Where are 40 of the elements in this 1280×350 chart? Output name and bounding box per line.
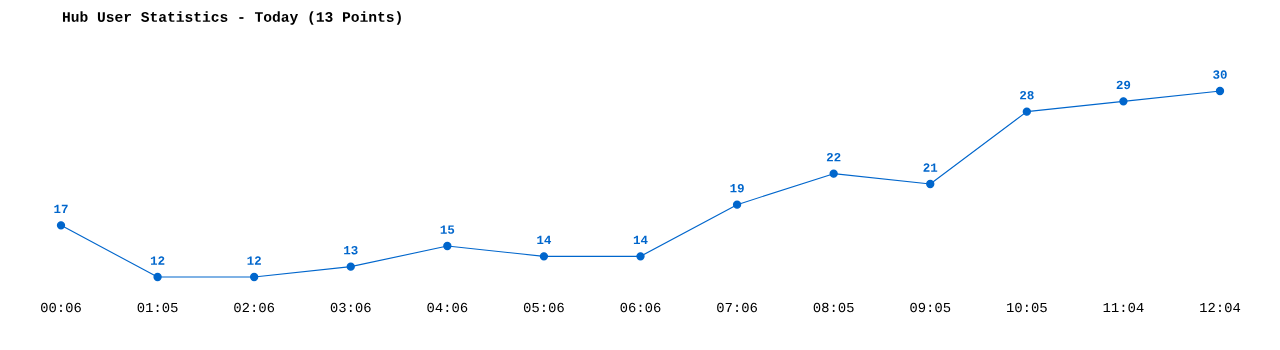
x-tick-label: 04:06: [427, 302, 468, 313]
point: [1119, 97, 1128, 106]
data-label: 30: [1213, 70, 1227, 79]
x-tick-label: 00:06: [41, 302, 81, 313]
data-label: 13: [344, 245, 358, 255]
data-label: 29: [1116, 80, 1131, 90]
point: [1215, 86, 1225, 96]
data-label: 21: [923, 163, 938, 172]
x-tick-label: 09:05: [910, 302, 951, 313]
point: [829, 169, 838, 178]
x-tick-label: 03:06: [330, 302, 371, 313]
point: [56, 221, 66, 230]
point: [153, 272, 162, 282]
point: [926, 179, 935, 189]
x-tick-label: 07:06: [717, 302, 758, 313]
data-label: 22: [826, 152, 841, 162]
data-label: 12: [150, 256, 165, 265]
data-label: 28: [1020, 90, 1034, 100]
point: [443, 241, 452, 251]
x-tick-label: 12:04: [1200, 302, 1241, 313]
x-tick-label: 05:06: [523, 302, 564, 313]
data-label: 15: [440, 225, 455, 234]
x-tick-label: 10:05: [1007, 302, 1047, 313]
x-tick-label: 02:06: [234, 302, 275, 313]
chart-title: Hub User Statistics - Today (13 Points): [62, 11, 401, 25]
point: [346, 262, 355, 271]
data-label: 17: [54, 204, 68, 214]
point: [249, 272, 259, 282]
x-tick-label: 01:05: [137, 302, 178, 313]
data-label: 14: [537, 235, 552, 245]
x-tick-label: 11:04: [1103, 302, 1144, 313]
point: [539, 252, 549, 261]
data-label: 19: [730, 183, 744, 193]
x-tick-label: 08:05: [813, 302, 854, 313]
data-label: 14: [633, 235, 648, 245]
data-label: 12: [247, 256, 261, 265]
point: [636, 252, 645, 261]
x-tick-label: 06:06: [620, 302, 661, 313]
point: [1022, 107, 1032, 116]
point: [732, 200, 742, 209]
